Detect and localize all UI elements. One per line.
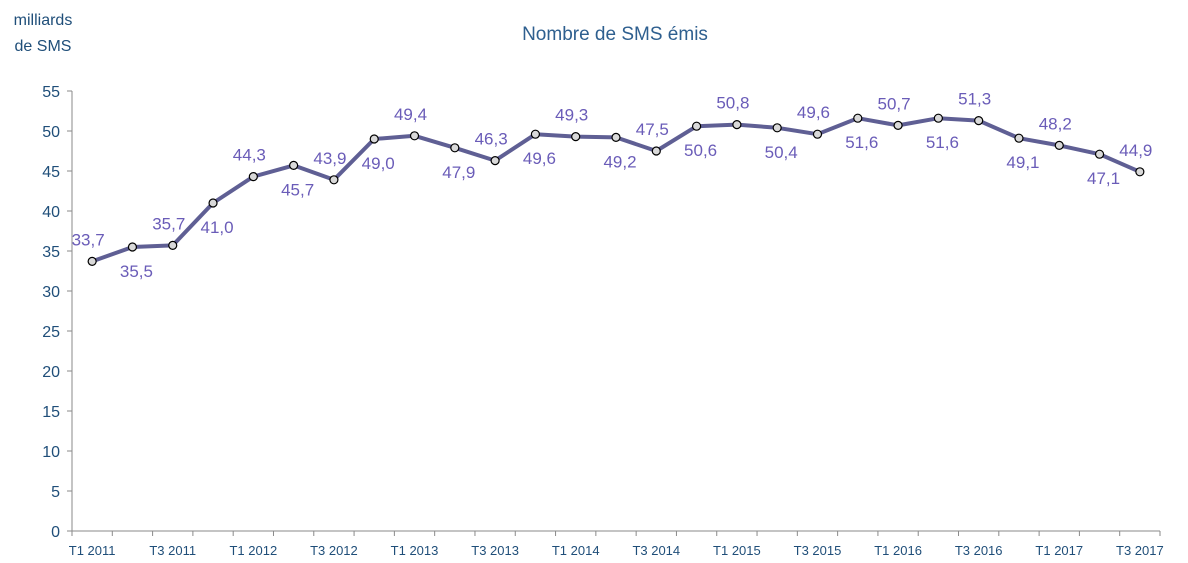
y-tick-label: 55 xyxy=(42,84,60,101)
data-label: 47,5 xyxy=(636,120,669,139)
data-label: 50,7 xyxy=(878,94,911,113)
x-tick-label: T1 2016 xyxy=(874,543,922,558)
y-axis-title: milliards de SMS xyxy=(13,12,73,55)
data-label: 50,4 xyxy=(765,143,798,162)
marker xyxy=(168,240,178,250)
data-label: 49,4 xyxy=(394,105,427,124)
marker xyxy=(1135,167,1145,177)
x-tick-label: T1 2014 xyxy=(552,543,600,558)
y-tick-label: 10 xyxy=(42,444,60,461)
data-label: 51,3 xyxy=(958,90,991,109)
marker xyxy=(651,146,661,156)
y-tick-label: 25 xyxy=(42,324,60,341)
data-label: 45,7 xyxy=(281,180,314,199)
data-label: 50,6 xyxy=(684,141,717,160)
marker xyxy=(893,120,903,131)
data-label: 50,8 xyxy=(716,94,749,113)
y-tick-label: 50 xyxy=(42,124,60,141)
y-tick-label: 45 xyxy=(42,164,60,181)
y-tick-label: 35 xyxy=(42,244,60,261)
marker xyxy=(812,129,823,139)
x-tick-label: T3 2016 xyxy=(955,543,1003,558)
x-tick-label: T3 2013 xyxy=(471,543,519,558)
marker xyxy=(369,134,379,144)
marker xyxy=(772,123,782,133)
y-tick-label: 20 xyxy=(42,364,60,381)
data-label: 47,9 xyxy=(442,163,475,182)
marker xyxy=(1054,140,1064,150)
marker xyxy=(289,160,299,170)
data-label: 44,9 xyxy=(1119,141,1152,160)
data-label: 51,6 xyxy=(926,133,959,152)
marker xyxy=(248,172,258,182)
data-label: 51,6 xyxy=(845,133,878,152)
marker xyxy=(127,242,138,252)
data-label: 33,7 xyxy=(72,230,105,249)
marker xyxy=(974,115,984,126)
marker xyxy=(490,156,500,166)
data-label: 41,0 xyxy=(200,218,233,237)
data-label: 49,2 xyxy=(603,152,636,171)
data-label: 48,2 xyxy=(1039,114,1072,133)
marker xyxy=(611,132,621,142)
x-tick-label: T3 2017 xyxy=(1116,543,1164,558)
marker xyxy=(853,113,863,123)
x-tick-label: T1 2012 xyxy=(229,543,277,558)
x-tick-label: T3 2015 xyxy=(794,543,842,558)
x-tick-label: T3 2012 xyxy=(310,543,358,558)
marker xyxy=(409,131,420,141)
data-label: 35,5 xyxy=(120,262,153,281)
chart-title: Nombre de SMS émis xyxy=(522,24,708,45)
data-label: 49,3 xyxy=(555,106,588,125)
data-label: 49,6 xyxy=(523,149,556,168)
data-label: 44,3 xyxy=(233,146,266,165)
y-tick-label: 40 xyxy=(42,204,60,221)
x-tick-label: T1 2015 xyxy=(713,543,761,558)
y-tick-label: 5 xyxy=(51,484,60,501)
x-tick-label: T1 2013 xyxy=(391,543,439,558)
y-tick-label: 30 xyxy=(42,284,60,301)
y-tick-label: 15 xyxy=(42,404,60,421)
marker xyxy=(329,175,339,185)
marker xyxy=(530,129,541,139)
marker xyxy=(1094,149,1105,159)
marker xyxy=(691,121,702,131)
marker xyxy=(732,119,742,130)
x-tick-label: T3 2011 xyxy=(149,543,196,558)
data-label: 43,9 xyxy=(313,149,346,168)
marker xyxy=(208,198,218,208)
x-tick-label: T1 2011 xyxy=(69,543,116,558)
marker xyxy=(571,132,581,142)
marker xyxy=(933,113,943,123)
data-label: 46,3 xyxy=(475,130,508,149)
marker xyxy=(1014,133,1024,143)
x-tick-label: T3 2014 xyxy=(632,543,680,558)
data-label: 35,7 xyxy=(152,214,185,233)
marker xyxy=(450,143,460,153)
data-label: 49,0 xyxy=(362,154,395,173)
data-label: 49,6 xyxy=(797,103,830,122)
x-tick-label: T1 2017 xyxy=(1035,543,1083,558)
marker xyxy=(87,256,97,266)
data-label: 49,1 xyxy=(1006,153,1039,172)
y-tick-label: 0 xyxy=(51,524,60,541)
data-label: 47,1 xyxy=(1087,169,1120,188)
